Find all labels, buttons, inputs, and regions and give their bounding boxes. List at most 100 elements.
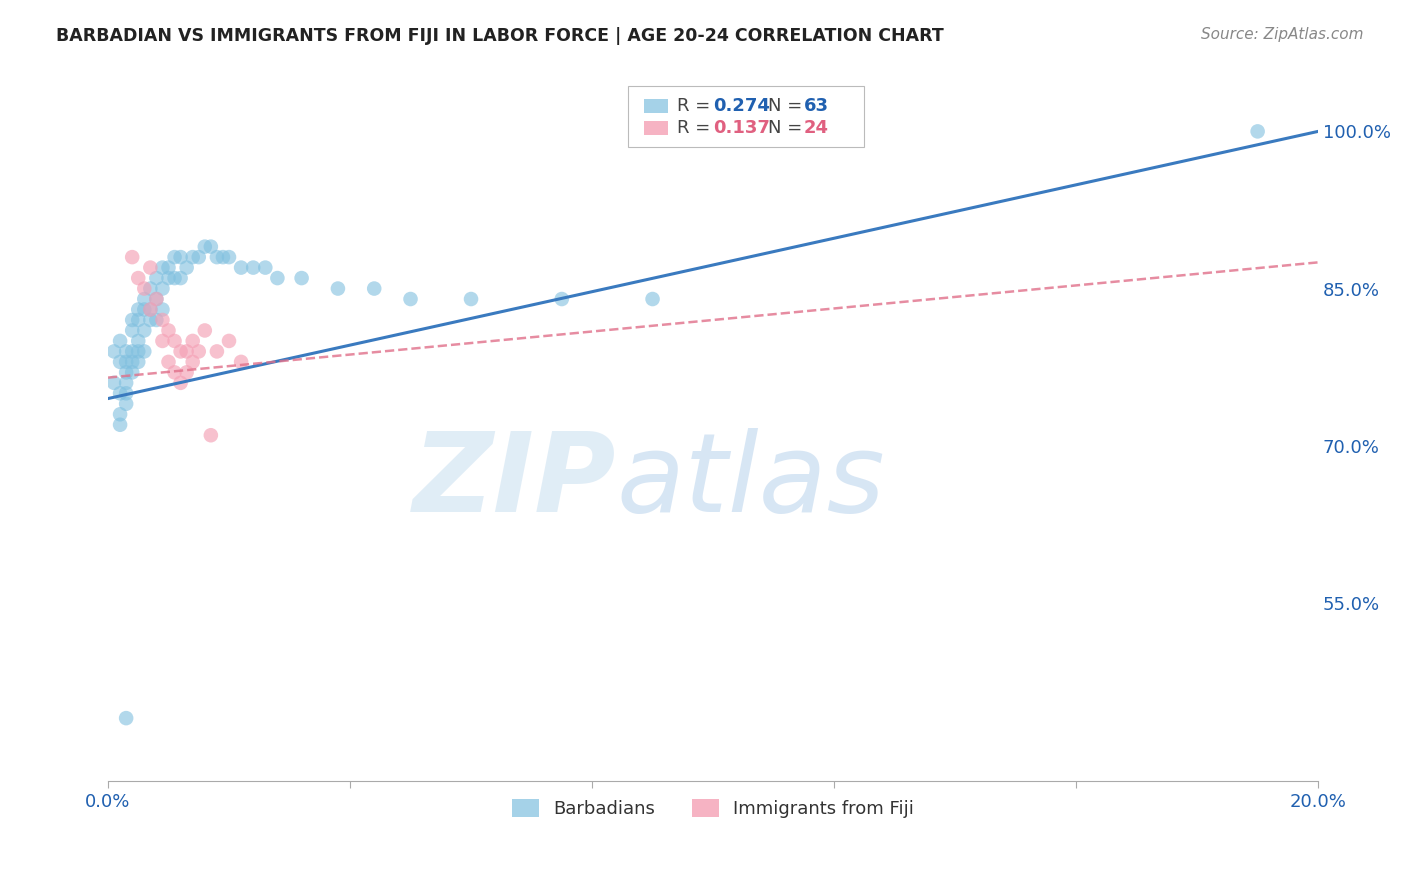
Point <box>134 281 156 295</box>
Point <box>121 365 143 379</box>
Text: N =: N = <box>768 120 807 137</box>
Point <box>1246 124 1268 138</box>
Point <box>139 313 162 327</box>
Point <box>127 355 149 369</box>
Point <box>218 250 240 264</box>
Point <box>181 334 204 348</box>
Point <box>205 250 228 264</box>
Point <box>200 240 222 254</box>
Text: 0.274: 0.274 <box>713 97 770 115</box>
Point <box>181 355 204 369</box>
Point <box>121 250 143 264</box>
Point <box>169 271 191 285</box>
Point <box>163 250 186 264</box>
Point <box>108 407 131 421</box>
FancyBboxPatch shape <box>644 99 668 113</box>
Text: N =: N = <box>768 97 807 115</box>
Point <box>152 302 174 317</box>
Point <box>641 292 664 306</box>
Point <box>115 386 138 401</box>
Point <box>127 271 149 285</box>
Point <box>229 260 252 275</box>
Text: Source: ZipAtlas.com: Source: ZipAtlas.com <box>1201 27 1364 42</box>
Point <box>169 376 191 390</box>
Point <box>194 323 217 337</box>
Point <box>127 334 149 348</box>
Point <box>163 334 186 348</box>
Point <box>363 281 385 295</box>
Point <box>163 271 186 285</box>
Point <box>157 271 180 285</box>
Point <box>134 292 156 306</box>
Point <box>145 292 167 306</box>
Point <box>103 344 125 359</box>
Text: 63: 63 <box>804 97 828 115</box>
Point <box>326 281 349 295</box>
Point <box>121 323 143 337</box>
Point <box>157 260 180 275</box>
Text: R =: R = <box>676 120 716 137</box>
Point <box>145 271 167 285</box>
Point <box>115 397 138 411</box>
Point <box>134 344 156 359</box>
Point <box>127 302 149 317</box>
Legend: Barbadians, Immigrants from Fiji: Barbadians, Immigrants from Fiji <box>505 791 921 825</box>
Point <box>139 302 162 317</box>
Point <box>145 292 167 306</box>
Point <box>103 376 125 390</box>
Point <box>187 344 209 359</box>
Point <box>157 355 180 369</box>
Point <box>115 711 138 725</box>
Point <box>242 260 264 275</box>
Point <box>134 302 156 317</box>
Point <box>115 344 138 359</box>
Point <box>157 323 180 337</box>
Point <box>121 344 143 359</box>
Text: BARBADIAN VS IMMIGRANTS FROM FIJI IN LABOR FORCE | AGE 20-24 CORRELATION CHART: BARBADIAN VS IMMIGRANTS FROM FIJI IN LAB… <box>56 27 943 45</box>
Point <box>169 250 191 264</box>
Text: 0.137: 0.137 <box>713 120 770 137</box>
Text: atlas: atlas <box>616 428 884 535</box>
Point <box>266 271 288 285</box>
Point <box>115 355 138 369</box>
Point <box>212 250 235 264</box>
Point <box>152 260 174 275</box>
Point <box>551 292 574 306</box>
Point <box>152 281 174 295</box>
Point <box>460 292 482 306</box>
Point <box>176 344 198 359</box>
Point <box>152 334 174 348</box>
Point <box>108 334 131 348</box>
Point <box>176 260 198 275</box>
Point <box>218 334 240 348</box>
Point <box>291 271 314 285</box>
Text: 24: 24 <box>804 120 828 137</box>
Point <box>121 313 143 327</box>
FancyBboxPatch shape <box>628 87 865 147</box>
Point <box>169 344 191 359</box>
Point <box>127 313 149 327</box>
Point <box>139 260 162 275</box>
Point <box>108 386 131 401</box>
FancyBboxPatch shape <box>644 121 668 136</box>
Point <box>121 355 143 369</box>
Point <box>176 365 198 379</box>
Point <box>139 302 162 317</box>
Text: R =: R = <box>676 97 716 115</box>
Point <box>163 365 186 379</box>
Point <box>127 344 149 359</box>
Point <box>145 313 167 327</box>
Point <box>229 355 252 369</box>
Point <box>205 344 228 359</box>
Point <box>152 313 174 327</box>
Point <box>115 376 138 390</box>
Point <box>254 260 277 275</box>
Point <box>194 240 217 254</box>
Point <box>200 428 222 442</box>
Text: ZIP: ZIP <box>413 428 616 535</box>
Point <box>115 365 138 379</box>
Point <box>134 323 156 337</box>
Point <box>181 250 204 264</box>
Point <box>108 355 131 369</box>
Point <box>187 250 209 264</box>
